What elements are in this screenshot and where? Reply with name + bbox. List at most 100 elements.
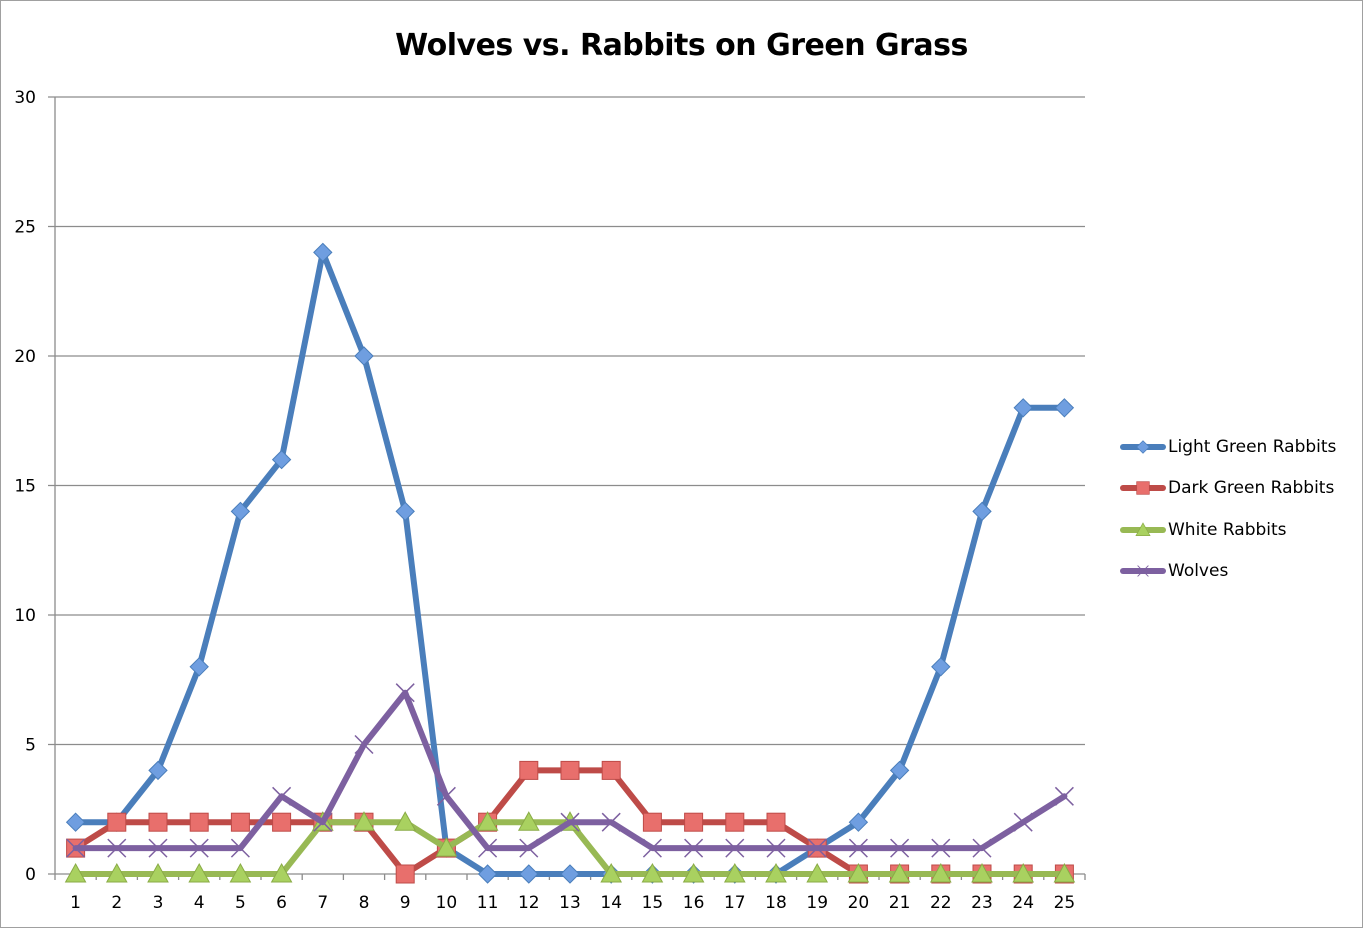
x-tick-label: 4 [194, 893, 205, 913]
triangle-marker [435, 837, 458, 857]
triangle-marker [806, 862, 829, 883]
x-marker [972, 838, 992, 858]
triangle-marker [723, 862, 746, 883]
triangle-marker [270, 862, 293, 883]
x-tick-label: 9 [400, 893, 411, 913]
series-wolves [66, 683, 1074, 858]
triangle-marker [229, 862, 252, 883]
triangle-marker [517, 811, 540, 831]
square-marker [601, 760, 621, 780]
series-light-green-rabbits [65, 242, 1075, 884]
x-tick-label: 2 [111, 893, 122, 913]
diamond-marker [65, 812, 86, 832]
triangle-marker [847, 862, 870, 883]
x-marker [354, 734, 374, 755]
x-tick-label: 1 [70, 893, 81, 913]
x-marker [684, 838, 704, 858]
diamond-marker [848, 812, 869, 832]
x-tick-label: 20 [848, 893, 870, 913]
triangle-marker [188, 862, 211, 883]
x-tick-label: 12 [518, 893, 540, 913]
triangle-marker [353, 811, 375, 831]
x-marker [601, 812, 621, 832]
x-tick-label: 15 [642, 893, 664, 913]
triangle-legend-icon [1120, 522, 1166, 536]
square-marker [189, 812, 209, 832]
x-tick-label: 25 [1054, 893, 1076, 913]
legend-item: Dark Green Rabbits [1120, 468, 1336, 510]
diamond-marker [230, 501, 251, 522]
triangle-marker [1135, 522, 1151, 536]
diamond-marker [931, 657, 951, 677]
x-tick-label: 7 [317, 893, 328, 913]
triangle-marker [105, 862, 128, 883]
x-marker [230, 838, 250, 858]
x-marker [478, 838, 498, 858]
x-marker [931, 838, 951, 858]
x-marker [1054, 786, 1074, 806]
y-tick-label: 5 [25, 736, 36, 756]
x-marker [313, 812, 333, 832]
square-marker [725, 812, 745, 832]
triangle-marker [1012, 862, 1035, 883]
x-marker [642, 838, 662, 858]
triangle-marker [600, 862, 623, 883]
diamond-marker [148, 760, 168, 781]
x-marker [766, 838, 786, 858]
diamond-marker [1054, 398, 1075, 418]
triangle-marker [394, 811, 417, 831]
x-marker [560, 812, 580, 832]
x-tick-label: 3 [153, 893, 164, 913]
legend-label: Light Green Rabbits [1168, 436, 1337, 457]
x-marker [725, 838, 745, 858]
x-tick-label: 19 [806, 893, 828, 913]
series-line [72, 249, 1068, 877]
x-tick-label: 8 [359, 893, 370, 913]
x-marker [436, 786, 456, 806]
diamond-marker [354, 346, 374, 366]
square-marker [642, 812, 662, 832]
x-marker [189, 838, 209, 858]
square-legend-icon [1120, 481, 1166, 495]
x-tick-label: 10 [436, 893, 458, 913]
legend-label: Wolves [1168, 561, 1229, 582]
square-marker [230, 812, 250, 832]
legend-item: Light Green Rabbits [1120, 426, 1336, 468]
x-marker [519, 838, 539, 858]
diamond-marker [519, 864, 539, 884]
diamond-marker [972, 501, 992, 522]
diamond-marker [313, 242, 333, 263]
legend-item: White Rabbits [1120, 509, 1336, 551]
x-legend-icon [1120, 565, 1166, 577]
square-marker [107, 812, 127, 832]
triangle-marker [888, 862, 911, 883]
diamond-marker [395, 501, 415, 522]
x-marker [807, 838, 827, 858]
y-tick-label: 0 [25, 865, 36, 885]
square-marker [519, 760, 539, 780]
x-marker [395, 683, 415, 703]
legend: Light Green Rabbits Dark Green Rabbits Whi… [1120, 426, 1336, 592]
x-tick-label: 22 [930, 893, 952, 913]
x-marker [107, 838, 127, 858]
x-tick-label: 24 [1012, 893, 1034, 913]
x-tick-label: 23 [971, 893, 993, 913]
triangle-marker [1053, 862, 1076, 883]
x-marker [1013, 812, 1033, 832]
diamond-marker [477, 864, 498, 884]
triangle-marker [64, 862, 87, 883]
square-marker [684, 812, 704, 832]
x-tick-label: 6 [276, 893, 287, 913]
square-marker [1136, 481, 1150, 495]
triangle-marker [147, 862, 169, 883]
legend-item: Wolves [1120, 551, 1336, 593]
x-marker [66, 838, 86, 858]
x-tick-label: 18 [765, 893, 787, 913]
x-tick-label: 17 [724, 893, 746, 913]
x-tick-label: 11 [477, 893, 499, 913]
triangle-marker [929, 862, 952, 883]
y-tick-label: 30 [14, 88, 36, 108]
x-marker [272, 786, 292, 806]
legend-label: White Rabbits [1168, 519, 1287, 540]
